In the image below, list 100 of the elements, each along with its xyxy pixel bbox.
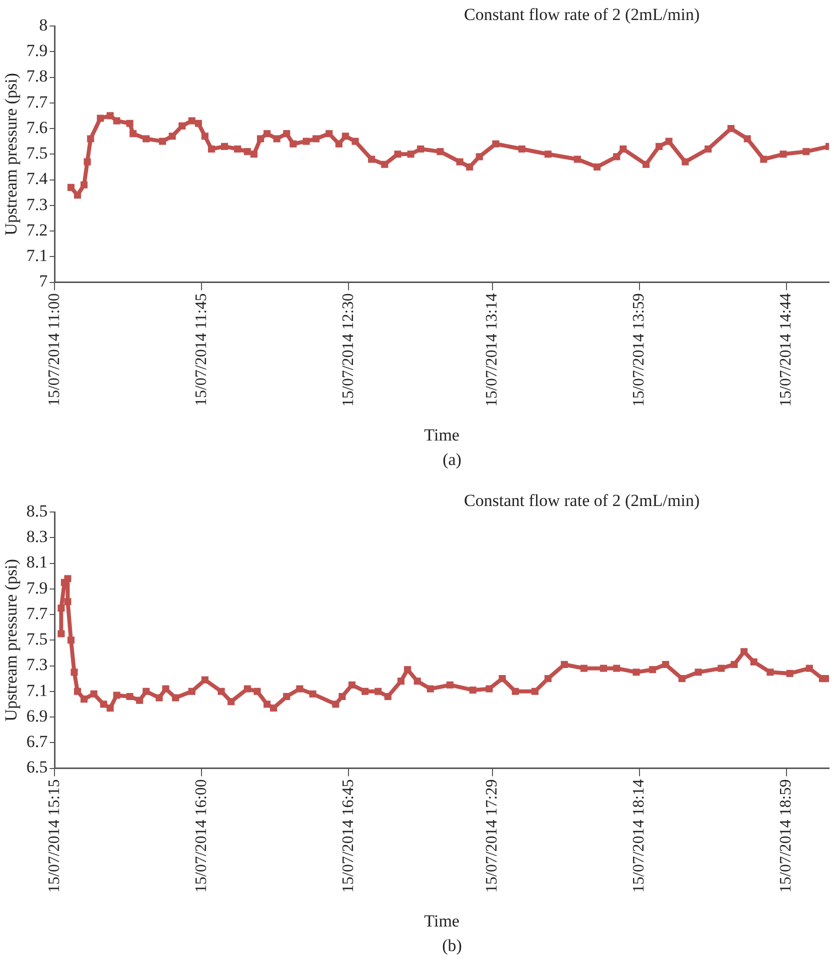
point: [665, 138, 672, 145]
point: [221, 142, 228, 150]
x-tick-label: 15/07/2014 18:59: [778, 779, 795, 893]
point: [188, 117, 196, 124]
point: [620, 145, 627, 153]
y-tick-label: 6.7: [26, 732, 48, 752]
point: [352, 138, 359, 145]
text: (b): [441, 936, 463, 956]
point: [656, 142, 663, 150]
chart-title: Constant flow rate of 2 (2mL/min): [464, 490, 700, 510]
point: [302, 138, 310, 145]
y-tick-label: 6.9: [26, 706, 48, 726]
point: [394, 150, 402, 158]
x-tick-label: 15/07/2014 16:45: [340, 779, 357, 893]
point: [613, 153, 620, 160]
y-tick-label: 7.3: [26, 194, 48, 214]
y-tick-label: 7.7: [26, 604, 48, 623]
point: [80, 181, 88, 188]
x-tick-label: 15/07/2014 13:59: [630, 293, 648, 407]
point: [744, 135, 751, 142]
y-tick-label: 7.9: [26, 41, 48, 60]
x-tick-label: 15/07/2014 17:29: [484, 779, 501, 893]
point: [256, 135, 264, 142]
point: [130, 130, 137, 138]
x-tick-label: 15/07/2014 11:00: [46, 293, 63, 406]
y-tick-label: 8.3: [26, 527, 48, 546]
point: [417, 145, 424, 153]
point: [290, 140, 297, 148]
point: [642, 160, 650, 168]
x-tick-label: 15/07/2014 13:14: [484, 293, 501, 407]
y-axis-title: Upstream pressure (psi): [2, 558, 21, 722]
y-tick-label: 8.5: [26, 501, 48, 520]
point: [368, 156, 376, 163]
y-axis-title: Upstream pressure (psi): [2, 72, 21, 236]
point: [312, 135, 320, 142]
point: [704, 145, 712, 153]
point: [234, 145, 242, 153]
y-tick-label: 7.4: [26, 169, 48, 188]
point: [574, 156, 581, 163]
y-tick-label: 6.5: [26, 758, 48, 777]
point: [194, 120, 202, 127]
point: [476, 153, 483, 160]
point: [87, 135, 94, 142]
point: [682, 158, 689, 166]
point: [760, 156, 768, 163]
point: [335, 140, 342, 148]
point: [263, 130, 271, 138]
y-tick-label: 7.2: [26, 220, 48, 240]
x-tick-label: 15/07/2014 11:45: [192, 293, 210, 406]
point: [518, 145, 526, 153]
y-tick-label: 7.1: [26, 246, 48, 266]
point: [466, 163, 474, 170]
y-tick-label: 7.8: [26, 66, 48, 86]
point: [283, 130, 290, 138]
point: [250, 150, 258, 158]
y-tick-label: 7.3: [26, 655, 48, 674]
text: (a): [442, 450, 462, 470]
point: [407, 150, 414, 158]
x-tick-label: 15/07/2014 16:00: [192, 779, 210, 893]
point: [544, 150, 552, 158]
point: [106, 112, 114, 120]
point: [168, 132, 176, 140]
x-tick-label: 15/07/2014 12:30: [340, 293, 357, 407]
x-tick-label: 15/07/2014 14:44: [778, 293, 795, 407]
y-tick-label: 7.6: [26, 118, 48, 137]
y-tick-label: 8: [39, 15, 48, 34]
point: [492, 140, 500, 148]
y-tick-label: 7.7: [26, 92, 48, 112]
y-tick-label: 7.1: [26, 680, 48, 700]
point: [113, 117, 120, 124]
point: [244, 148, 251, 156]
point: [67, 184, 75, 191]
x-axis-title: Time: [424, 425, 460, 444]
chart-title: Constant flow rate of 2 (2mL/min): [464, 4, 700, 24]
point: [342, 132, 349, 140]
point: [326, 130, 333, 138]
y-tick-label: 7.9: [26, 578, 48, 598]
point: [142, 135, 150, 142]
y-tick-label: 7.5: [26, 144, 48, 163]
x-tick-label: 15/07/2014 15:15: [46, 779, 63, 893]
point: [802, 148, 810, 156]
point: [158, 138, 166, 145]
point: [201, 132, 208, 140]
point: [84, 158, 91, 166]
point: [780, 150, 787, 158]
point: [456, 158, 464, 166]
point: [208, 145, 216, 153]
point: [727, 124, 735, 132]
y-tick-label: 8.1: [26, 552, 48, 572]
x-tick-label: 15/07/2014 18:14: [630, 779, 648, 893]
y-tick-label: 7.5: [26, 630, 48, 649]
y-tick-label: 7: [39, 272, 48, 291]
point: [593, 163, 601, 170]
point: [96, 114, 104, 122]
point: [436, 148, 444, 156]
x-axis-title: Time: [424, 911, 460, 930]
point: [178, 122, 186, 130]
point: [273, 135, 280, 142]
point: [381, 160, 388, 168]
point: [126, 120, 134, 127]
